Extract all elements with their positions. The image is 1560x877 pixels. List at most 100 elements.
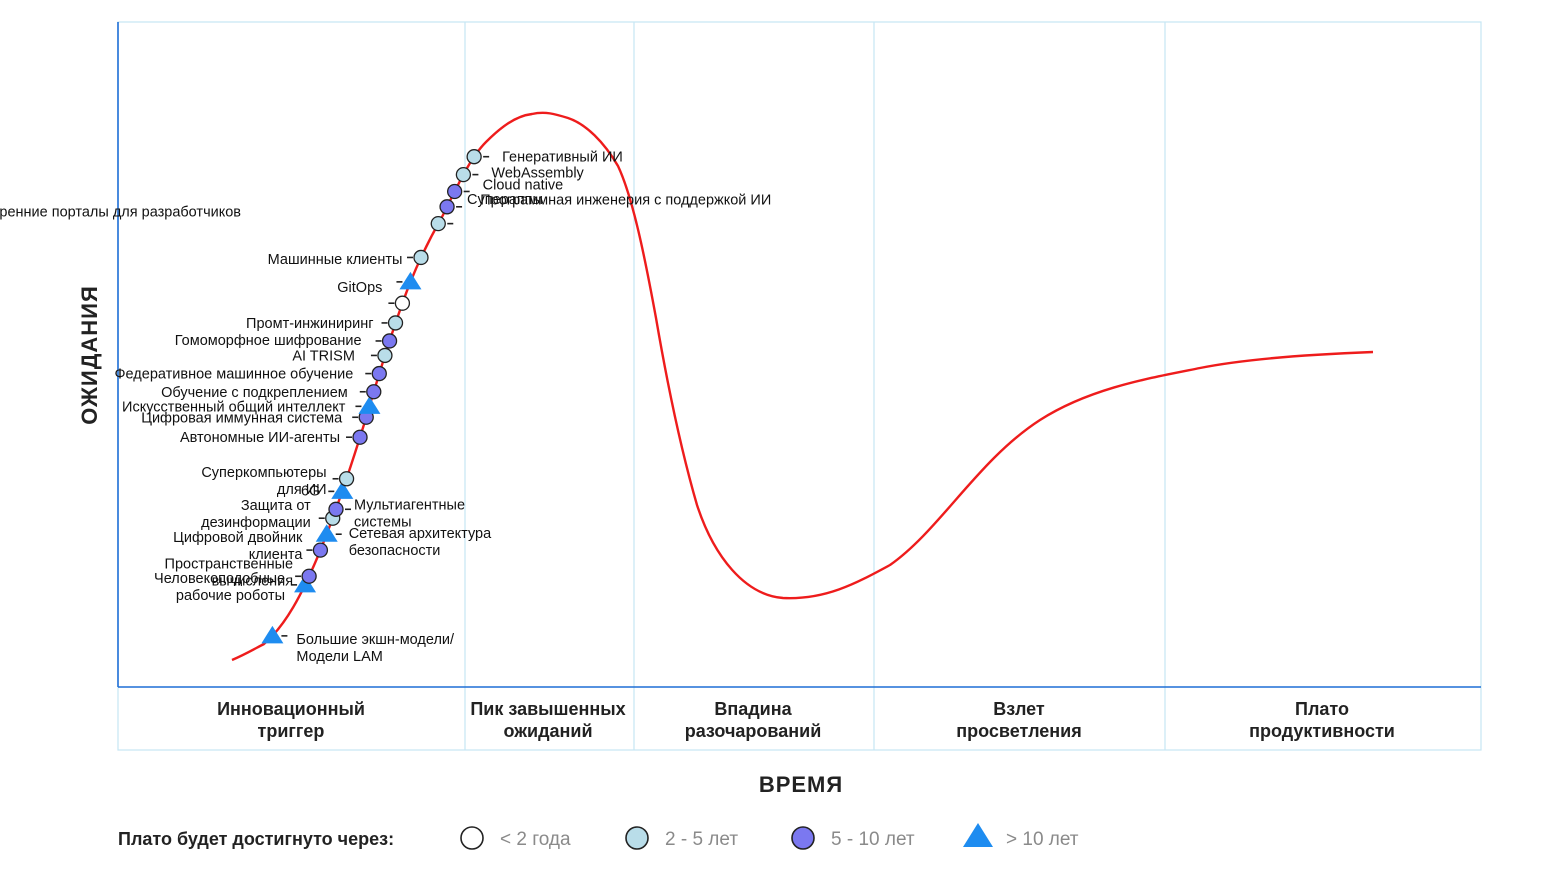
marker-circle [455,166,472,183]
technology-label: системы [354,514,412,530]
technology-label: Мультиагентные [354,497,465,513]
technology-label: Федеративное машинное обучение [115,367,354,383]
technology-label: Суперкомпьютеры [201,465,326,481]
technology-label: безопасности [349,543,441,559]
technology-item: Промт-инжиниринг [246,315,404,332]
technology-label: для ИИ [277,482,327,498]
marker-circle [387,315,404,331]
technology-label: Человекоподобные [154,571,285,587]
technology-item: Внутренние порталы для разработчиков [0,204,429,266]
marker-circle [413,249,429,266]
phase-label-trigger: Инновационный [217,699,365,719]
hype-curve [231,111,1374,662]
legend-label-lt2: < 2 года [500,829,571,850]
technology-label: Искусственный общий интеллект [122,399,346,415]
marker-triangle [315,524,338,542]
technology-item: Федеративное машинное обучение [115,365,387,383]
phase-label-slope: просветления [956,721,1081,741]
marker-triangle [399,271,422,290]
marker-triangle [261,625,284,644]
marker-circle [352,429,368,445]
marker-circle [394,295,411,311]
phase-label-slope: Взлет [993,699,1045,719]
technology-item: Искусственный общий интеллект [122,396,381,415]
phase-label-trough: Впадина [714,699,792,719]
technology-item: 6G [301,481,354,499]
technology-label: Генеративный ИИ [502,150,623,166]
technology-label: Большие экшн-модели/ [296,632,455,648]
technology-label: Сетевая архитектура [349,526,492,542]
technology-label: WebAssembly [491,166,584,182]
legend-title: Плато будет достигнуто через: [118,829,394,849]
legend-marker-2to5 [625,826,649,850]
marker-circle [447,183,463,200]
technology-item: Программная инженерия с поддержкой ИИ [430,193,771,232]
marker-circle [430,215,446,232]
marker-circle [371,365,387,382]
marker-circle [439,199,455,215]
phase-label-plateau: Плато [1295,699,1349,719]
phase-label-peak: Пик завышенных [470,699,625,719]
technology-item: WebAssembly [455,166,585,183]
technology-label: Внутренние порталы для разработчиков [0,204,241,220]
legend-label-5to10: 5 - 10 лет [831,829,915,850]
technology-item: Большие экшн-модели/Модели LAM [261,625,455,665]
marker-circle [301,568,317,584]
marker-triangle [294,574,317,593]
legend-label-2to5: 2 - 5 лет [665,829,738,850]
technology-item: AI TRISM [292,347,393,364]
legend-marker-gt10 [963,823,993,847]
marker-circle [466,149,482,165]
marker-circle [312,542,329,558]
legend-marker-lt2 [460,826,484,850]
technology-label: 6G [301,483,320,499]
technology-label: Модели LAM [296,649,382,665]
phase-label-trigger: триггер [258,721,325,741]
technology-label: Автономные ИИ-агенты [180,430,340,446]
marker-circle [381,333,398,349]
marker-triangle [331,481,354,499]
technology-label: Обучение с подкреплением [161,385,348,401]
technology-item: Машинные клиенты [268,252,422,290]
y-axis-title: ОЖИДАНИЯ [77,285,102,425]
phase-label-peak: ожиданий [503,721,592,741]
technology-item: Cloud native [447,177,564,200]
technology-label: Пространственные [165,556,294,572]
phase-label-trough: разочарований [685,721,822,741]
legend-marker-5to10 [791,826,815,850]
technology-label: Супераппы [467,192,543,208]
marker-circle [338,471,355,487]
technology-label: вычисления [212,573,294,589]
technology-label: Машинные клиенты [268,252,403,268]
technology-label: Цифровая иммунная система [141,410,343,426]
legend-label-gt10: > 10 лет [1006,829,1079,850]
technology-item: Генеративный ИИ [466,149,623,166]
phase-label-plateau: продуктивности [1249,721,1395,741]
technology-markers: Большие экшн-модели/Модели LAM Человекопо… [0,149,771,665]
technology-item: Гомоморфное шифрование [175,333,398,349]
marker-circle [366,384,382,400]
technology-item: GitOps [337,280,411,311]
technology-label: клиента [249,547,304,563]
technology-label: Программная инженерия с поддержкой ИИ [480,193,771,209]
technology-label: дезинформации [201,515,311,531]
technology-label: Промт-инжиниринг [246,316,373,332]
marker-circle [328,501,344,517]
technology-item: Автономные ИИ-агенты [180,429,368,446]
marker-triangle [358,396,381,414]
technology-label: Cloud native [483,177,564,193]
technology-label: Цифровой двойник [173,530,303,546]
technology-item: Обучение с подкреплением [161,384,382,401]
marker-circle [377,347,393,364]
technology-label: Защита от [241,498,311,514]
technology-label: AI TRISM [292,348,355,364]
x-axis-title: ВРЕМЯ [759,772,843,797]
